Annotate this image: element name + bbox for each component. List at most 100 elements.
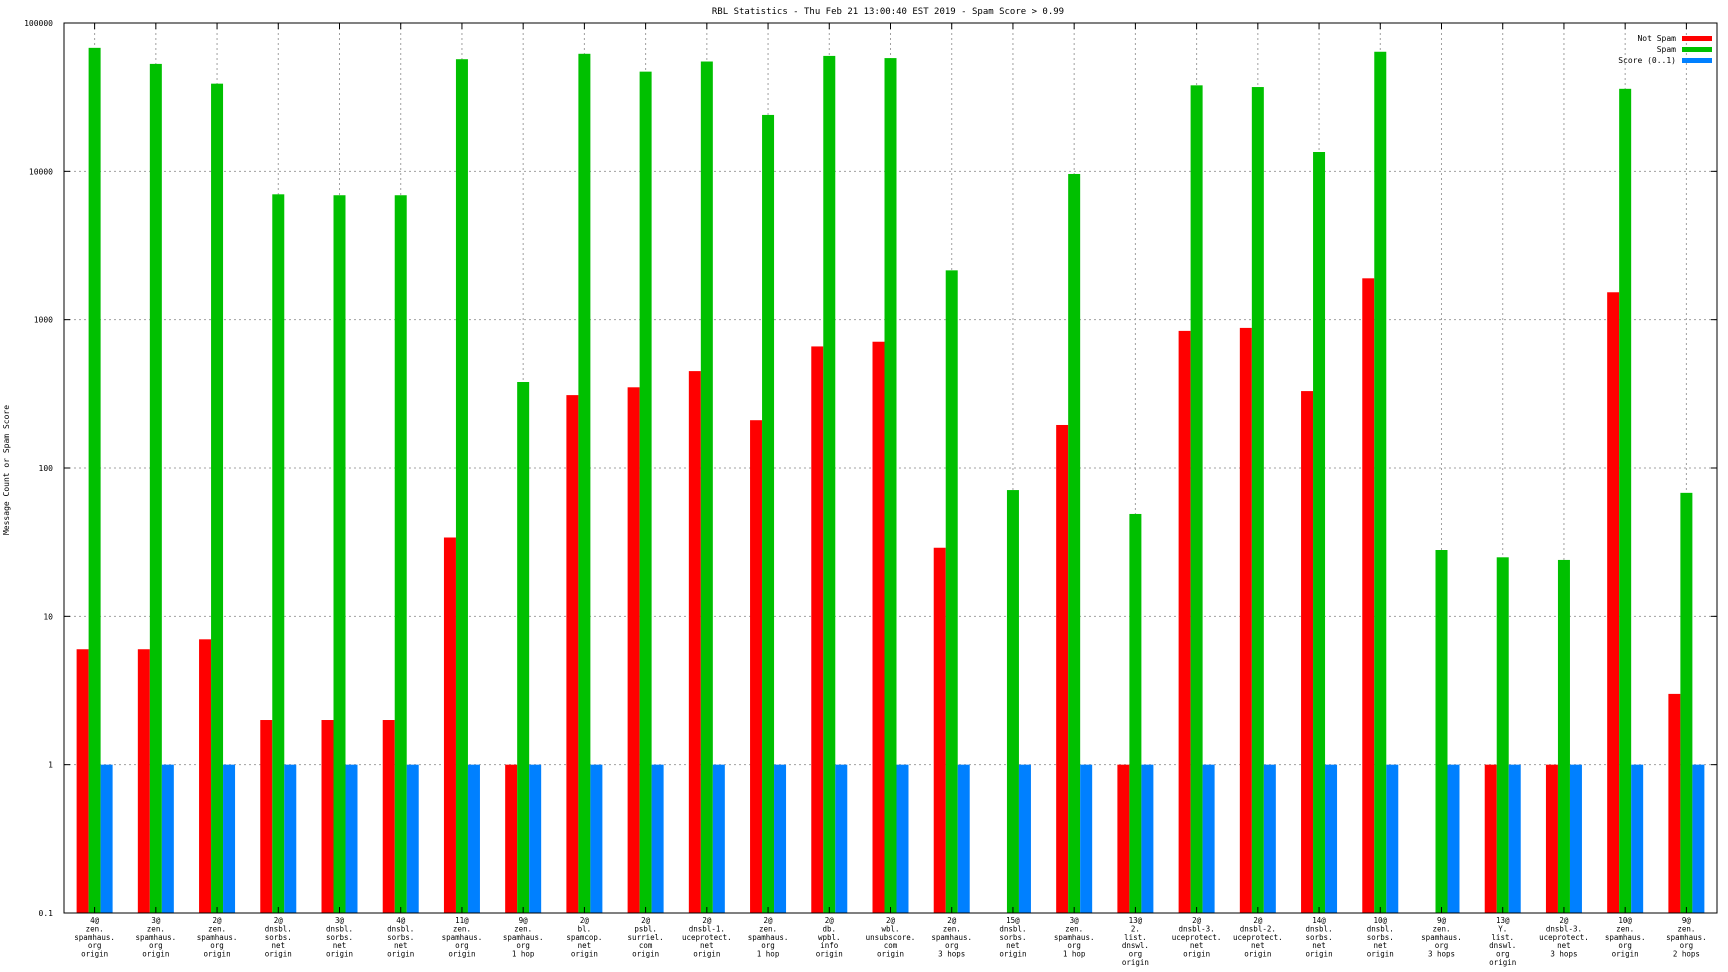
- x-tick-label: 2@: [580, 916, 590, 925]
- x-tick-label: dnsbl.: [999, 924, 1026, 933]
- x-tick-label: origin: [1612, 950, 1639, 959]
- bar-not-spam: [137, 649, 150, 913]
- x-tick-label: 9@: [1437, 916, 1447, 925]
- bar-score-0-1: [1263, 764, 1276, 913]
- bar-score-0-1: [835, 764, 848, 913]
- bars: [76, 47, 1705, 914]
- x-tick-label: spamhaus.: [931, 933, 972, 942]
- bar-spam: [1068, 173, 1081, 913]
- x-tick-label: zen.: [86, 924, 104, 933]
- x-tick-label: sorbs.: [1367, 933, 1394, 942]
- bar-not-spam: [1545, 764, 1558, 913]
- bar-score-0-1: [1692, 764, 1705, 913]
- x-tick-label: net: [1006, 941, 1020, 950]
- x-tick-label: zen.: [943, 924, 961, 933]
- bar-not-spam: [1362, 278, 1375, 913]
- x-tick-label: sorbs.: [1306, 933, 1333, 942]
- x-tick-label: sorbs.: [265, 933, 292, 942]
- x-tick-label: list.: [1124, 933, 1147, 942]
- bar-spam: [333, 195, 346, 914]
- x-tick-label: net: [1251, 941, 1265, 950]
- bar-spam: [149, 63, 162, 914]
- x-tick-label: zen.: [1677, 924, 1695, 933]
- x-tick-label: org: [1680, 941, 1694, 950]
- bar-score-0-1: [1202, 764, 1215, 913]
- x-tick-label: dnsbl-3.: [1546, 924, 1582, 933]
- x-tick-label: zen.: [759, 924, 777, 933]
- x-tick-label: 2@: [641, 916, 651, 925]
- x-tick-label: 3 hops: [1550, 950, 1577, 959]
- y-tick-label: 1: [48, 761, 53, 770]
- bar-spam: [455, 59, 468, 913]
- x-tick-label: 10@: [1374, 916, 1388, 925]
- bar-score-0-1: [896, 764, 909, 913]
- x-tick-label: 2@: [764, 916, 774, 925]
- x-tick-label: 14@: [1312, 916, 1326, 925]
- legend-label: Spam: [1657, 45, 1676, 54]
- x-tick-label: org: [516, 941, 530, 950]
- bar-spam: [639, 71, 652, 914]
- x-tick-label: origin: [1183, 950, 1210, 959]
- x-tick-label: list.: [1491, 933, 1514, 942]
- x-tick-label: org: [945, 941, 959, 950]
- x-tick-label: uceprotect.: [682, 933, 732, 942]
- bar-score-0-1: [1080, 764, 1093, 913]
- bar-score-0-1: [1018, 764, 1031, 913]
- x-tick-label: zen.: [1432, 924, 1450, 933]
- x-tick-label: org: [88, 941, 102, 950]
- x-tick-label: zen.: [1616, 924, 1634, 933]
- bar-not-spam: [199, 639, 212, 913]
- bar-spam: [1680, 492, 1693, 913]
- bar-not-spam: [688, 371, 701, 913]
- x-tick-label: spamhaus.: [442, 933, 483, 942]
- x-tick-label: uceprotect.: [1172, 933, 1222, 942]
- bar-not-spam: [1301, 391, 1314, 913]
- x-tick-label: org: [210, 941, 224, 950]
- bar-spam: [1374, 51, 1387, 913]
- x-tick-label: origin: [693, 950, 720, 959]
- bar-spam: [884, 58, 897, 914]
- x-tick-label: org: [455, 941, 469, 950]
- x-tick-label: spamhaus.: [136, 933, 177, 942]
- x-tick-label: 2@: [886, 916, 896, 925]
- x-tick-label: net: [700, 941, 714, 950]
- bar-score-0-1: [406, 764, 419, 913]
- bar-score-0-1: [1631, 764, 1644, 913]
- x-tick-label: spamhaus.: [748, 933, 789, 942]
- bar-spam: [272, 194, 285, 914]
- x-tick-label: org: [761, 941, 775, 950]
- y-axis-label: Message Count or Spam Score: [2, 405, 11, 535]
- x-tick-label: uceprotect.: [1233, 933, 1283, 942]
- bar-score-0-1: [1447, 764, 1460, 913]
- x-tick-label: origin: [632, 950, 659, 959]
- bar-score-0-1: [161, 764, 174, 913]
- bar-not-spam: [382, 720, 395, 913]
- x-tick-label: origin: [1122, 958, 1149, 967]
- bar-spam: [517, 381, 530, 913]
- bar-not-spam: [1178, 330, 1191, 913]
- x-tick-label: 1 hop: [757, 950, 780, 959]
- x-tick-label: org: [1129, 950, 1143, 959]
- bar-score-0-1: [1508, 764, 1521, 913]
- x-tick-label: origin: [448, 950, 475, 959]
- bar-score-0-1: [774, 764, 787, 913]
- x-tick-label: dnsbl.: [387, 924, 414, 933]
- y-tick-label: 10000: [29, 167, 53, 176]
- y-tick-label: 10: [43, 612, 53, 621]
- x-tick-label: spamhaus.: [1054, 933, 1095, 942]
- x-tick-label: origin: [387, 950, 414, 959]
- x-tick-label: uceprotect.: [1539, 933, 1589, 942]
- bar-score-0-1: [100, 764, 113, 913]
- chart-title: RBL Statistics - Thu Feb 21 13:00:40 EST…: [712, 7, 1064, 17]
- bar-score-0-1: [284, 764, 297, 913]
- x-tick-label: 10@: [1618, 916, 1632, 925]
- bar-spam: [1619, 88, 1632, 914]
- x-tick-label: net: [1190, 941, 1204, 950]
- x-tick-label: psbl.: [634, 924, 657, 933]
- x-tick-label: 13@: [1496, 916, 1510, 925]
- bar-score-0-1: [1325, 764, 1338, 913]
- x-tick-label: spamhaus.: [1421, 933, 1462, 942]
- bar-not-spam: [811, 346, 824, 913]
- x-tick-label: 11@: [455, 916, 469, 925]
- bar-spam: [1006, 490, 1019, 913]
